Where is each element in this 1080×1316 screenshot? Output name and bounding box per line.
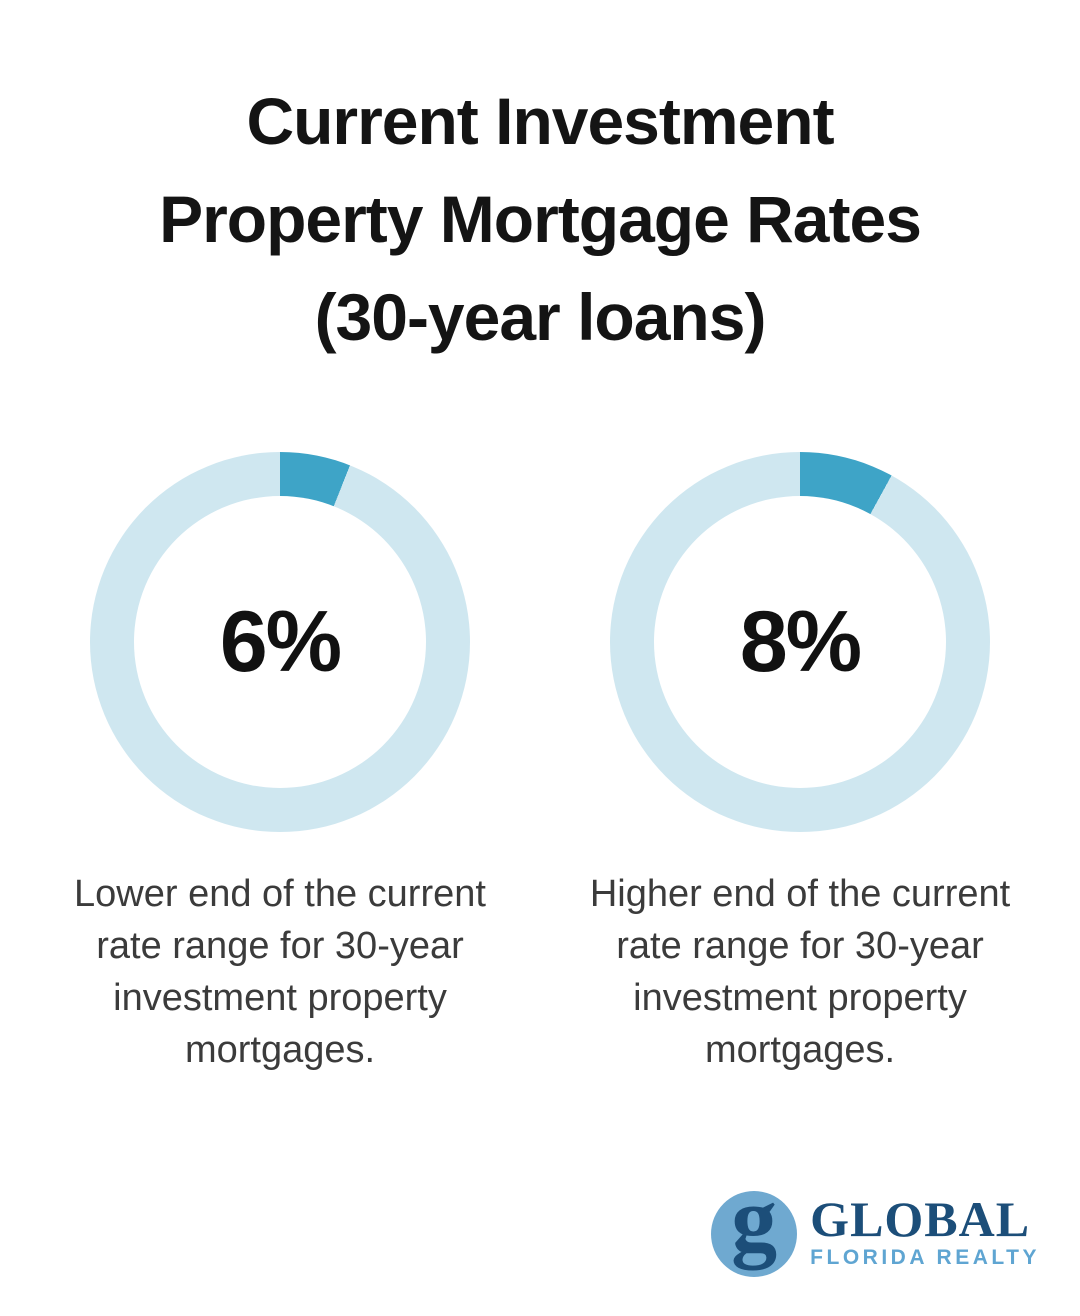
donut-caption-higher-end: Higher end of the current rate range for… <box>589 873 1011 1071</box>
donut-ring-lower-end: 6% <box>90 452 470 832</box>
donut-chart-lower-end: 6% Lower end of the current rate range f… <box>45 452 515 1076</box>
donut-caption-lower-end: Lower end of the current rate range for … <box>74 873 486 1071</box>
logo-brand-text: GLOBAL <box>810 1191 1031 1247</box>
logo-g-letter: g <box>731 1191 778 1270</box>
donut-hole: 6% <box>134 496 426 788</box>
logo-text-block: GLOBAL FLORIDA REALTY <box>810 1191 1040 1270</box>
page-title-line: (30-year loans) <box>314 280 767 354</box>
donut-ring-higher-end: 8% <box>610 452 990 832</box>
footer: g GLOBAL FLORIDA REALTY <box>711 1191 1040 1277</box>
charts-row: 6% Lower end of the current rate range f… <box>0 452 1080 1076</box>
page-title: Current Investment Property Mortgage Rat… <box>0 0 1080 366</box>
donut-value-label: 6% <box>219 593 342 690</box>
logo-subtitle-text: FLORIDA REALTY <box>810 1246 1040 1269</box>
donut-value-label: 8% <box>739 593 862 690</box>
page-title-line: Property Mortgage Rates <box>159 182 922 256</box>
global-florida-realty-logo: g GLOBAL FLORIDA REALTY <box>711 1191 1040 1277</box>
donut-hole: 8% <box>654 496 946 788</box>
logo-g-monogram-icon: g <box>711 1191 798 1277</box>
donut-chart-higher-end: 8% Higher end of the current rate range … <box>565 452 1035 1076</box>
page-title-line: Current Investment <box>246 84 834 158</box>
